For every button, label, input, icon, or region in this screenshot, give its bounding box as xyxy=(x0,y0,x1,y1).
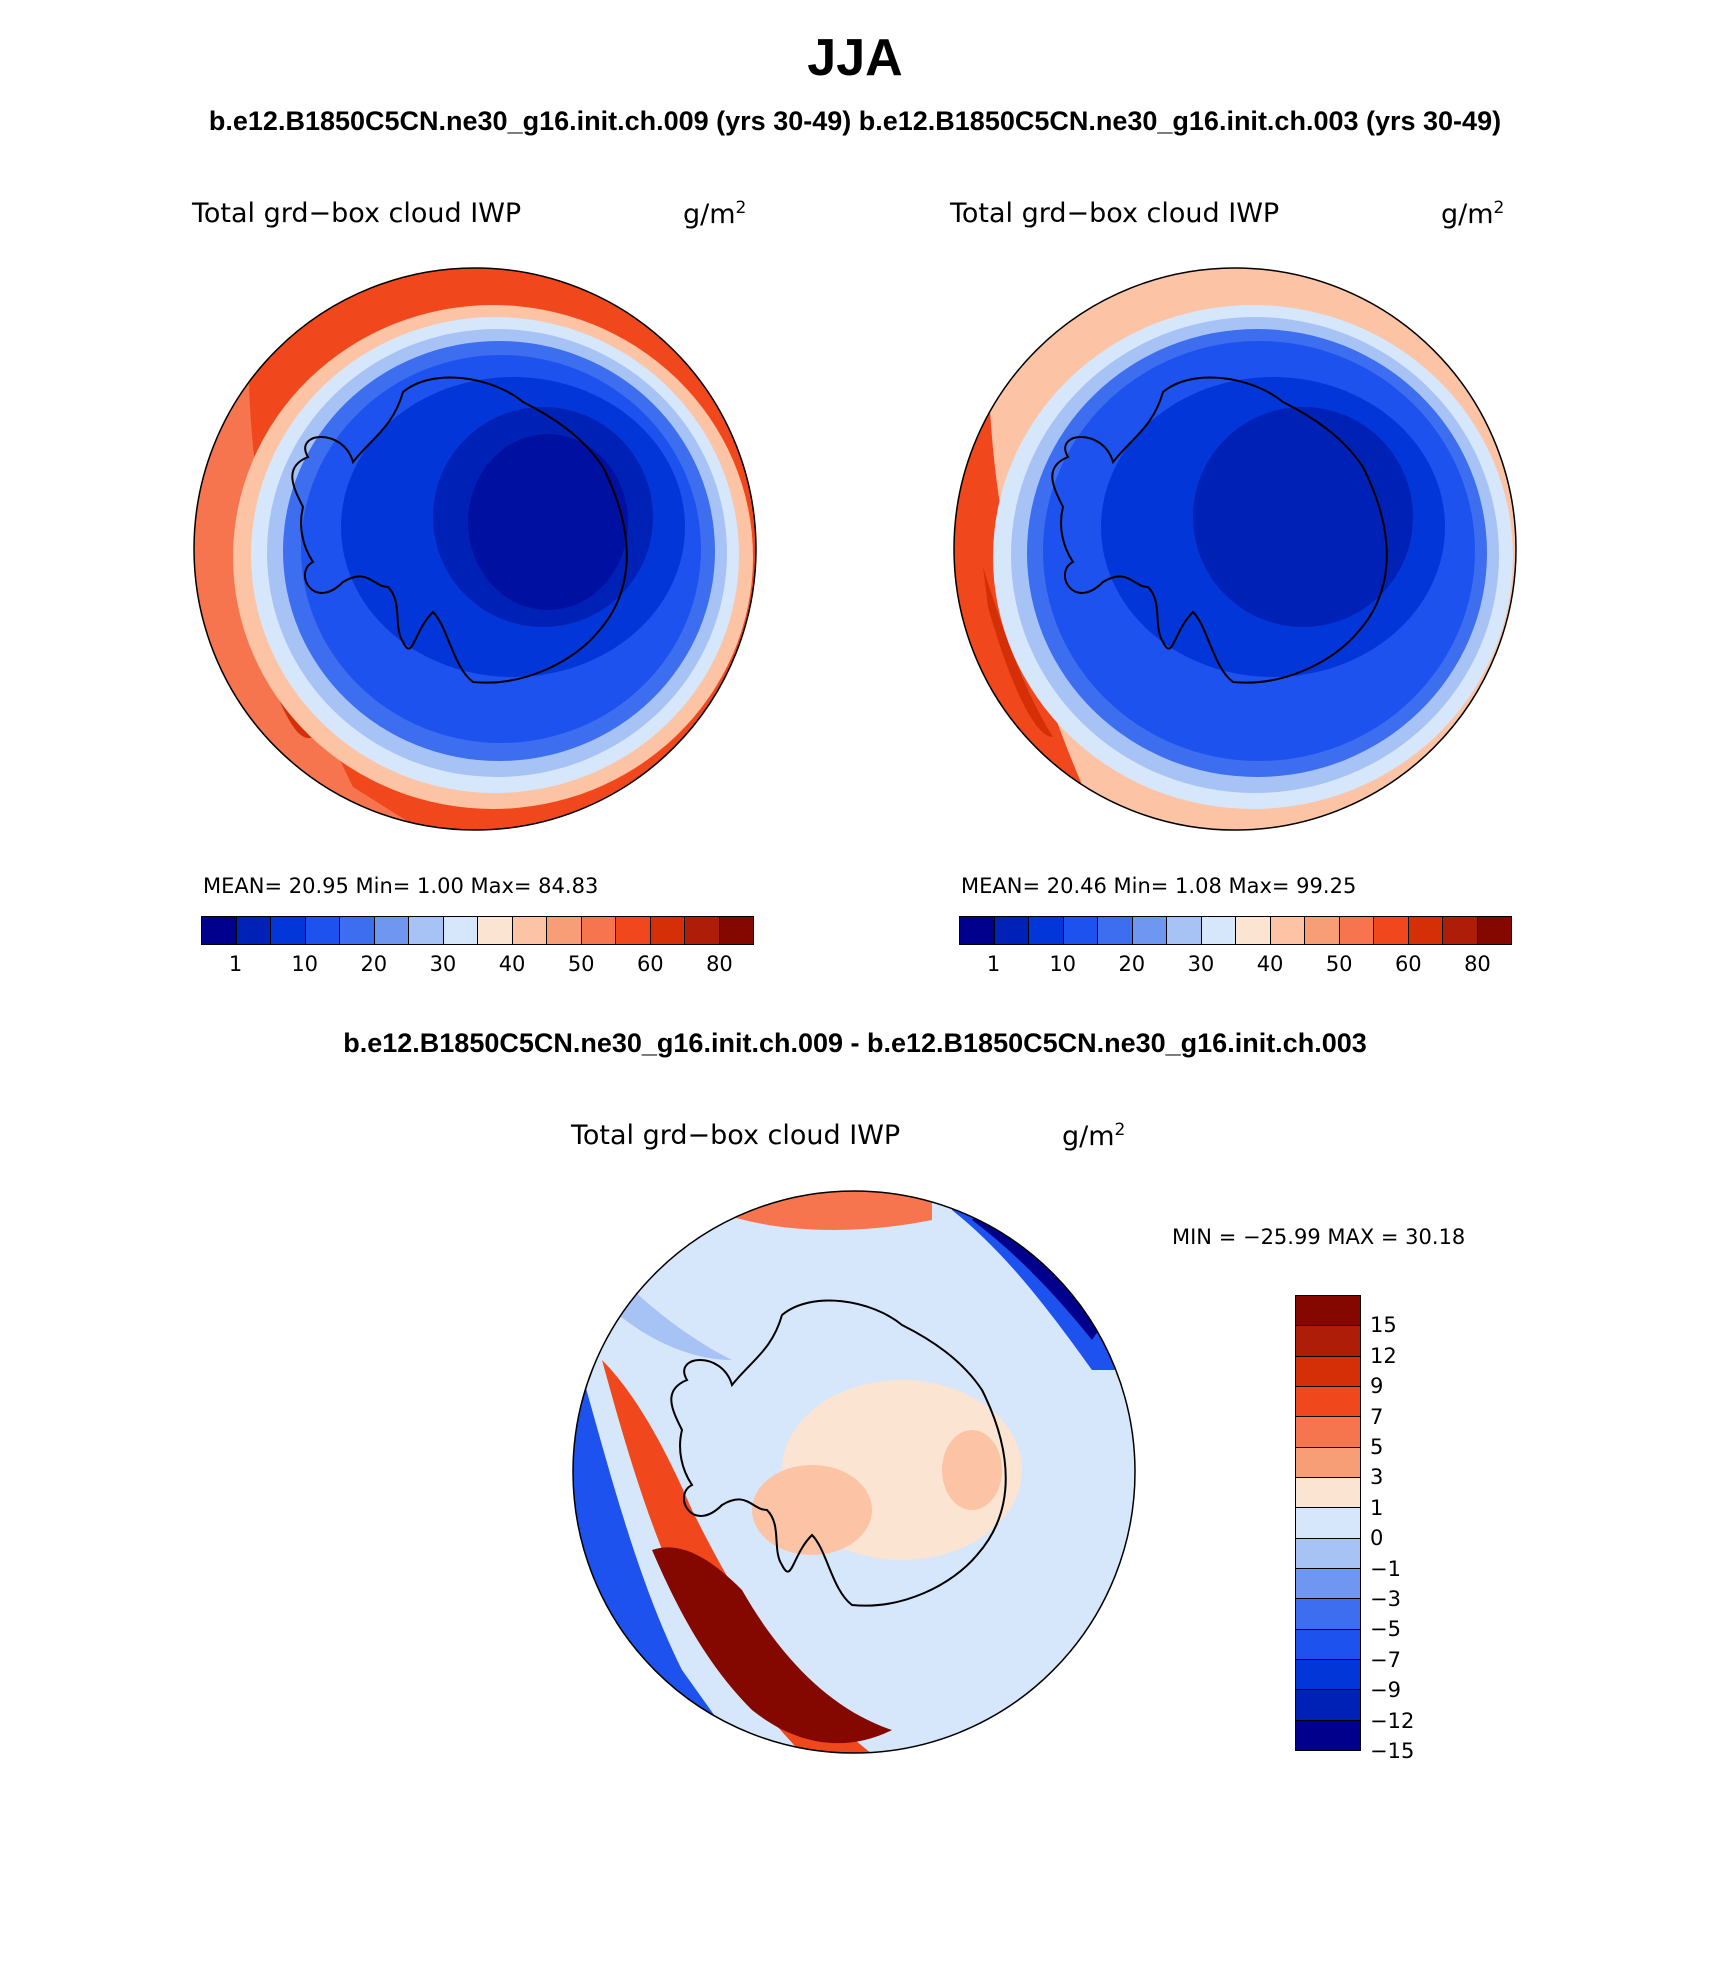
colorbar-box xyxy=(581,917,616,944)
colorbar-tick-label: 20 xyxy=(360,952,388,976)
colorbar-tick-label: 50 xyxy=(567,952,595,976)
colorbar-box xyxy=(202,917,237,944)
colorbar-box xyxy=(1201,917,1236,944)
colorbar-box xyxy=(1098,917,1133,944)
panel2-variable-label: Total grd−box cloud IWP xyxy=(950,198,1280,229)
colorbar-box xyxy=(512,917,547,944)
diff-variable-label: Total grd−box cloud IWP xyxy=(571,1120,901,1151)
colorbar-tick-label: 5 xyxy=(1370,1435,1384,1459)
colorbar-tick-label: 20 xyxy=(1118,952,1146,976)
panel1-colorbar xyxy=(201,916,754,945)
difference-colorbar xyxy=(1295,1295,1361,1751)
colorbar-tick-label: 60 xyxy=(1394,952,1422,976)
colorbar-tick-label: −7 xyxy=(1370,1647,1401,1672)
colorbar-box xyxy=(1305,917,1340,944)
colorbar-tick-label: 15 xyxy=(1370,1313,1397,1338)
colorbar-tick-label: −9 xyxy=(1370,1678,1401,1703)
colorbar-box xyxy=(1296,1296,1360,1327)
colorbar-tick-label: 80 xyxy=(706,952,733,976)
colorbar-box xyxy=(1296,1568,1360,1600)
difference-stats: MIN = −25.99 MAX = 30.18 xyxy=(1172,1225,1466,1249)
colorbar-box xyxy=(305,917,340,944)
figure-title: JJA xyxy=(807,29,903,87)
colorbar-box xyxy=(236,917,271,944)
colorbar-tick-label: −3 xyxy=(1370,1587,1401,1611)
colorbar-box xyxy=(1296,1417,1360,1448)
colorbar-tick-label: 0 xyxy=(1370,1526,1384,1551)
colorbar-box xyxy=(1296,1599,1360,1630)
colorbar-tick-label: 12 xyxy=(1370,1343,1397,1368)
colorbar-box xyxy=(374,917,409,944)
colorbar-box xyxy=(547,917,582,944)
colorbar-tick-label: 7 xyxy=(1370,1404,1384,1429)
colorbar-tick-label: 1 xyxy=(986,952,1001,976)
map-panel2 xyxy=(953,267,1517,831)
colorbar-box xyxy=(1296,1629,1360,1660)
colorbar-box xyxy=(1270,917,1305,944)
colorbar-tick-label: −1 xyxy=(1370,1556,1401,1581)
colorbar-tick-label: 9 xyxy=(1370,1374,1384,1399)
colorbar-box xyxy=(719,917,753,944)
colorbar-tick-label: 40 xyxy=(498,952,526,976)
colorbar-box xyxy=(1408,917,1443,944)
panel1-units-label: g/m2 xyxy=(683,198,747,230)
colorbar-box xyxy=(340,917,375,944)
colorbar-box xyxy=(271,917,306,944)
colorbar-box xyxy=(960,917,995,944)
colorbar-tick-label: 1 xyxy=(1370,1495,1384,1520)
colorbar-tick-label: 50 xyxy=(1325,952,1353,976)
diff-units-label: g/m2 xyxy=(1062,1120,1126,1152)
colorbar-tick-label: 30 xyxy=(1187,952,1215,976)
colorbar-box xyxy=(1477,917,1511,944)
colorbar-box xyxy=(1029,917,1064,944)
panel1-variable-label: Total grd−box cloud IWP xyxy=(192,198,522,229)
colorbar-tick-label: 60 xyxy=(636,952,664,976)
colorbar-box xyxy=(994,917,1029,944)
colorbar-tick-label: −5 xyxy=(1370,1617,1401,1642)
colorbar-box xyxy=(443,917,478,944)
colorbar-tick-label: 40 xyxy=(1256,952,1284,976)
colorbar-box xyxy=(1296,1447,1360,1478)
colorbar-tick-label: 1 xyxy=(228,952,243,976)
colorbar-box xyxy=(616,917,651,944)
colorbar-tick-label: 10 xyxy=(1049,952,1077,976)
colorbar-box xyxy=(1296,1538,1360,1569)
colorbar-box xyxy=(1296,1356,1360,1387)
map-panel1 xyxy=(193,267,757,831)
colorbar-tick-label: 10 xyxy=(291,952,319,976)
colorbar-box xyxy=(1339,917,1374,944)
panel-titles: b.e12.B1850C5CN.ne30_g16.init.ch.009 (yr… xyxy=(208,106,1502,136)
colorbar-box xyxy=(685,917,720,944)
colorbar-box xyxy=(1132,917,1167,944)
colorbar-box xyxy=(1374,917,1409,944)
colorbar-box xyxy=(1296,1508,1360,1539)
panel1-stats: MEAN= 20.95 Min= 1.00 Max= 84.83 xyxy=(203,874,599,898)
colorbar-tick-label: −15 xyxy=(1370,1739,1415,1763)
colorbar-box xyxy=(1167,917,1202,944)
difference-title: b.e12.B1850C5CN.ne30_g16.init.ch.009 - b… xyxy=(343,1028,1367,1058)
colorbar-box xyxy=(1296,1659,1360,1691)
colorbar-tick-label: 30 xyxy=(429,952,457,976)
colorbar-box xyxy=(1296,1386,1360,1418)
panel2-colorbar xyxy=(959,916,1512,945)
map-difference xyxy=(572,1190,1136,1754)
colorbar-box xyxy=(1236,917,1271,944)
colorbar-box xyxy=(1296,1720,1360,1750)
colorbar-box xyxy=(478,917,513,944)
colorbar-box xyxy=(650,917,685,944)
colorbar-box xyxy=(1296,1477,1360,1509)
colorbar-box xyxy=(1296,1326,1360,1357)
colorbar-box xyxy=(409,917,444,944)
colorbar-tick-label: 3 xyxy=(1370,1465,1384,1490)
colorbar-tick-label: −12 xyxy=(1370,1708,1415,1733)
panel2-units-label: g/m2 xyxy=(1441,198,1505,230)
panel2-stats: MEAN= 20.46 Min= 1.08 Max= 99.25 xyxy=(961,874,1357,898)
colorbar-tick-label: 80 xyxy=(1464,952,1491,976)
colorbar-box xyxy=(1063,917,1098,944)
colorbar-box xyxy=(1296,1690,1360,1721)
colorbar-box xyxy=(1443,917,1478,944)
